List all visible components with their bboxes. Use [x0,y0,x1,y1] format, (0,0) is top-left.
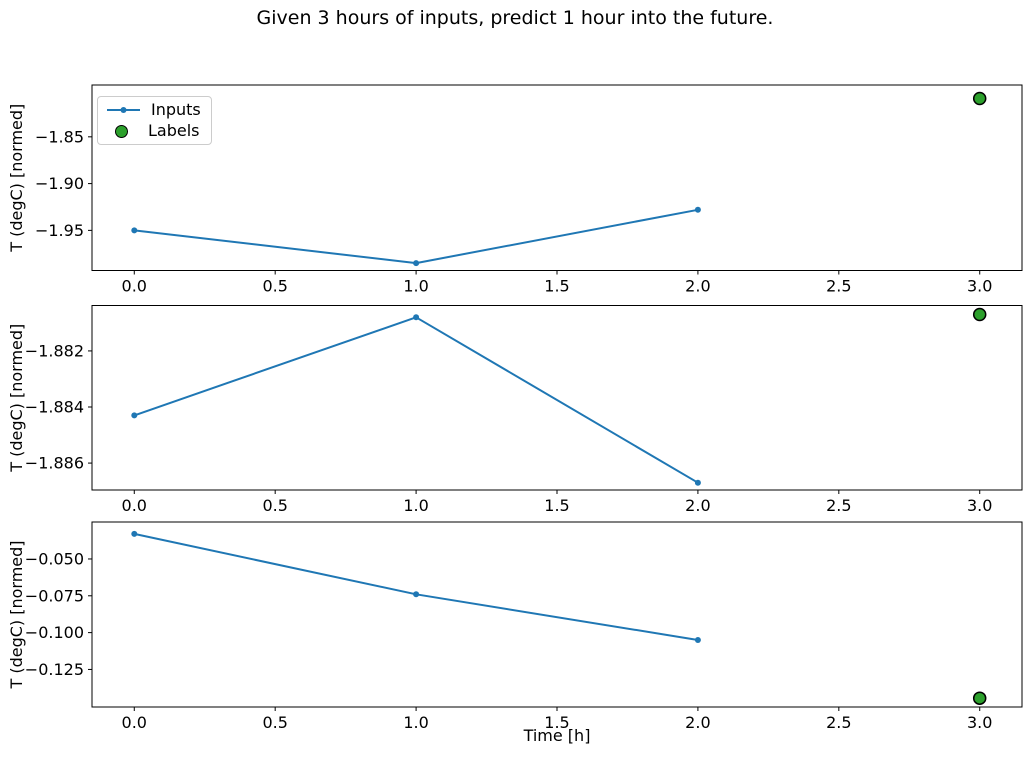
inputs-marker [131,412,138,419]
legend-item-inputs: Inputs [105,101,201,119]
x-tick-label: 3.0 [967,277,992,296]
y-tick-label: −1.90 [35,174,84,193]
y-tick-label: −0.100 [25,623,84,642]
x-tick-label: 1.5 [544,496,569,515]
x-tick-label: 2.0 [685,496,710,515]
inputs-line [133,316,699,484]
y-tick-label: −1.95 [35,221,84,240]
x-tick-label: 3.0 [967,713,992,732]
x-axis-label: Time [h] [523,726,591,745]
inputs-marker [694,637,701,643]
y-tick-label: −1.884 [25,398,84,417]
legend-label-labels: Labels [148,121,200,140]
inputs-marker [131,530,138,537]
inputs-marker [131,227,138,234]
y-tick-label: −0.050 [25,549,84,568]
y-tick-label: −1.85 [35,127,84,146]
labels-marker [972,691,987,705]
figure-title: Given 3 hours of inputs, predict 1 hour … [256,7,774,29]
labels-marker [972,91,987,106]
x-tick-label: 1.0 [403,496,428,515]
axes-frame-2 [91,305,1023,491]
x-tick-label: 2.5 [826,496,851,515]
y-axis-label: T (degC) [normed] [7,104,26,253]
x-tick-label: 1.5 [544,713,569,732]
y-tick-label: −0.075 [25,586,84,605]
labels-dot-icon [115,124,128,138]
y-tick-label: −0.125 [25,660,84,679]
y-axis-label: T (degC) [normed] [7,324,26,473]
x-tick-label: 1.5 [544,277,569,296]
y-axis-label: T (degC) [normed] [7,540,26,689]
x-tick-label: 0.0 [122,277,147,296]
inputs-marker [413,314,420,321]
y-tick-label: −1.886 [25,454,84,473]
y-tick-label: −1.882 [25,341,84,360]
x-tick-label: 1.0 [403,277,428,296]
x-tick-label: 2.0 [685,713,710,732]
inputs-marker [413,591,420,598]
inputs-marker [413,260,420,267]
x-tick-label: 0.0 [122,713,147,732]
x-tick-label: 1.0 [403,713,428,732]
legend-item-labels: Labels [105,122,201,140]
inputs-line [133,532,699,641]
inputs-line-icon [107,107,140,113]
inputs-marker [694,206,701,213]
labels-marker [972,307,987,322]
inputs-marker [694,479,701,486]
x-tick-label: 2.0 [685,277,710,296]
x-tick-label: 3.0 [967,496,992,515]
inputs-line [133,208,699,265]
x-tick-label: 0.0 [122,496,147,515]
x-tick-label: 0.5 [262,713,287,732]
legend: Inputs Labels [97,96,212,145]
legend-label-inputs: Inputs [151,100,201,119]
x-tick-label: 2.5 [826,277,851,296]
axes-frame-3 [91,521,1023,708]
x-tick-label: 2.5 [826,713,851,732]
x-tick-label: 0.5 [262,277,287,296]
x-tick-label: 0.5 [262,496,287,515]
